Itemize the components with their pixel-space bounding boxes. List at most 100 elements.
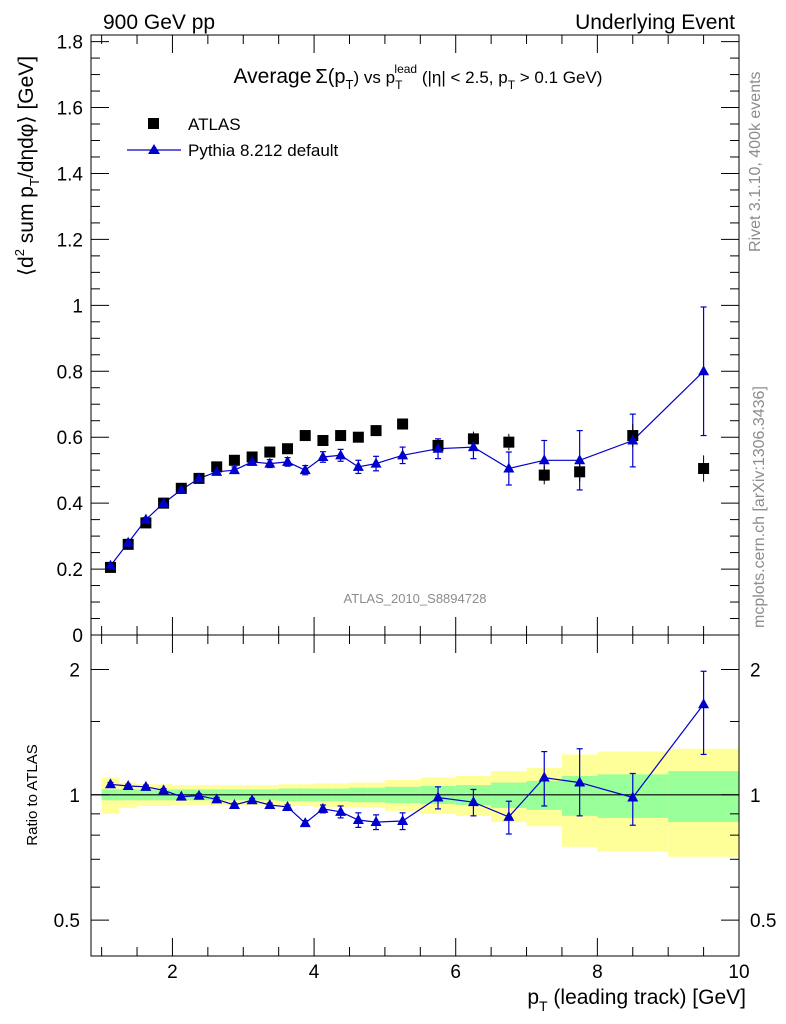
main-y-tick-label: 0.8 <box>57 362 83 383</box>
pythia-point <box>503 462 515 473</box>
pythia-point <box>538 454 550 465</box>
ratio-pythia-point <box>228 799 240 810</box>
ratio-pythia-point <box>335 805 347 816</box>
legend-marker-pythia <box>148 144 160 154</box>
atlas-point <box>299 430 311 442</box>
ratio-pythia-point <box>432 791 444 802</box>
main-y-tick-label: 0 <box>72 626 83 647</box>
ratio-pythia-point <box>175 790 187 801</box>
pythia-point <box>299 464 311 475</box>
atlas-point <box>574 466 586 478</box>
pythia-point <box>317 450 329 461</box>
legend-label-atlas: ATLAS <box>188 115 241 134</box>
main-y-tick-label: 0.2 <box>57 560 83 581</box>
pythia-point <box>211 465 223 476</box>
ratio-frame <box>90 634 740 957</box>
ratio-panel: 0.5 0.5 1 1 2 2 2 4 6 8 10 Ratio to ATLAS pT (lead… <box>24 634 776 1014</box>
x-tick-label: 10 <box>728 962 749 983</box>
ratio-y-tick-label-right: 2 <box>750 660 761 681</box>
ratio-pythia-point <box>122 779 134 790</box>
pythia-point <box>246 455 258 466</box>
ratio-pythia-point <box>211 793 223 804</box>
main-axes: 0 0.2 0.4 0.6 0.8 1 1.2 1.4 1.6 1.8 <box>57 33 740 647</box>
pythia-point <box>397 449 409 460</box>
pythia-point <box>627 434 639 445</box>
ratio-pythia-point <box>503 810 515 821</box>
pythia-line <box>110 370 705 567</box>
atlas-point <box>317 434 329 446</box>
pythia-point <box>467 441 479 452</box>
pythia-point <box>104 559 116 570</box>
x-tick-label: 8 <box>592 962 603 983</box>
pythia-point <box>574 454 586 465</box>
ratio-pythia-point <box>299 817 311 828</box>
ratio-y-tick-label-left: 1 <box>69 786 80 807</box>
main-y-tick-label: 1.4 <box>57 164 84 185</box>
atlas-point <box>698 463 710 475</box>
header-right: Underlying Event <box>575 11 735 34</box>
ratio-pythia-point <box>282 800 294 811</box>
atlas-point <box>264 446 276 458</box>
main-y-tick-label: 0.4 <box>57 494 84 515</box>
x-tick-label: 4 <box>309 962 320 983</box>
ratio-y-tick-label-right: 0.5 <box>750 911 776 932</box>
main-marks <box>104 306 710 573</box>
pythia-point <box>432 442 444 453</box>
rivet-label: Rivet 3.1.10, 400k events <box>747 71 764 252</box>
atlas-point <box>335 430 347 442</box>
pythia-point <box>352 460 364 471</box>
atlas-point <box>352 431 364 443</box>
main-y-tick-label: 1.6 <box>57 99 83 120</box>
pythia-point <box>370 457 382 468</box>
pythia-point <box>158 497 170 508</box>
ratio-pythia-point <box>538 771 550 782</box>
main-y-label: ⟨d2 sum pT/dηdφ⟩ [GeV] <box>12 56 42 276</box>
pythia-point <box>228 464 240 475</box>
main-y-tick-label: 1.8 <box>57 33 83 54</box>
ratio-pythia-point <box>370 816 382 827</box>
x-tick-label: 6 <box>450 962 461 983</box>
main-y-tick-label: 1 <box>72 296 83 317</box>
pythia-point <box>264 457 276 468</box>
atlas-point <box>397 418 409 430</box>
pythia-point <box>175 483 187 494</box>
ratio-band-inner <box>668 771 739 823</box>
ratio-axes: 0.5 0.5 1 1 2 2 2 4 6 8 10 <box>54 635 776 983</box>
pythia-point <box>698 365 710 376</box>
pythia-point <box>140 513 152 524</box>
atlas-point <box>370 425 382 437</box>
ratio-pythia-point <box>467 796 479 807</box>
ratio-pythia-point <box>158 784 170 795</box>
x-tick-label: 2 <box>167 962 178 983</box>
ratio-pythia-point <box>397 815 409 826</box>
legend-marker-atlas <box>148 118 159 129</box>
atlas-point <box>467 433 479 445</box>
legend-label-pythia: Pythia 8.212 default <box>188 141 339 160</box>
ratio-pythia-point <box>246 794 258 805</box>
pythia-point <box>193 472 205 483</box>
ratio-pythia-point <box>698 698 710 709</box>
ratio-y-tick-label-left: 2 <box>69 660 80 681</box>
ratio-pythia-point <box>627 791 639 802</box>
legend: ATLAS Pythia 8.212 default <box>127 115 339 160</box>
x-axis-label: pT (leading track) [GeV] <box>527 986 746 1014</box>
ratio-y-tick-label-right: 1 <box>750 786 761 807</box>
ratio-y-label: Ratio to ATLAS <box>24 744 41 845</box>
ratio-y-tick-label-left: 0.5 <box>54 911 80 932</box>
ratio-pythia-point <box>140 780 152 791</box>
mcplots-label: mcplots.cern.ch [arXiv:1306.3436] <box>751 386 768 628</box>
analysis-tag: ATLAS_2010_S8894728 <box>344 591 487 606</box>
main-y-tick-label: 1.2 <box>57 230 83 251</box>
main-y-tick-label: 0.6 <box>57 428 83 449</box>
ratio-marks <box>91 670 739 857</box>
ratio-pythia-point <box>317 802 329 813</box>
ratio-pythia-point <box>193 789 205 800</box>
atlas-point <box>228 454 240 466</box>
header-left: 900 GeV pp <box>103 11 215 34</box>
ratio-pythia-point <box>352 813 364 824</box>
main-title: Average Σ(pT) vs pTlead (|η| < 2.5, pT > … <box>234 62 603 92</box>
ratio-pythia-line <box>110 703 705 824</box>
main-panel: 0 0.2 0.4 0.6 0.8 1 1.2 1.4 1.6 1.8 Average Σ(pT) … <box>12 33 740 647</box>
pythia-point <box>335 449 347 460</box>
